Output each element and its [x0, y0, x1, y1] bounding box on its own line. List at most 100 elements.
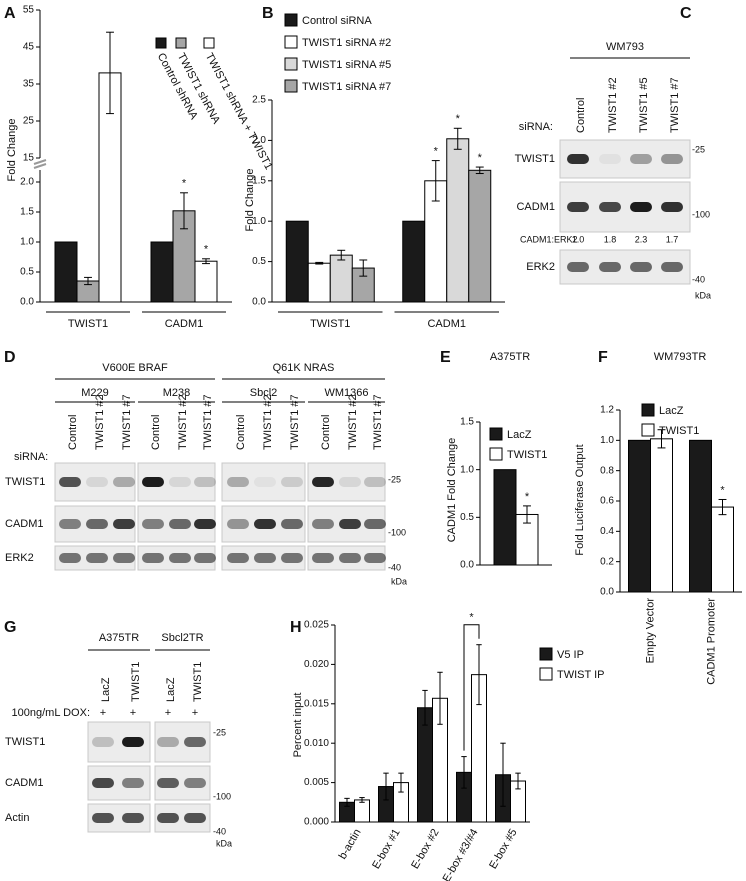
- size-marker: -100: [692, 209, 710, 219]
- y-axis-label: Fold Change: [244, 169, 256, 232]
- axis-break: [33, 159, 47, 165]
- row-label: Actin: [5, 812, 29, 824]
- y-tick-label: 0.5: [20, 267, 34, 278]
- blot-band: [194, 553, 216, 563]
- blot-band: [567, 202, 589, 212]
- row-label: CADM1: [516, 201, 555, 213]
- y-tick-label: 0.5: [460, 512, 474, 523]
- blot-title: WM793: [606, 41, 644, 53]
- significance: *: [456, 113, 461, 125]
- blot-band: [184, 737, 206, 747]
- blot-band: [113, 519, 135, 529]
- blot-membrane: [154, 721, 211, 763]
- y-tick-label: 0.0: [460, 560, 474, 571]
- x-tick-label: TWIST1: [310, 318, 350, 330]
- blot-band: [113, 553, 135, 563]
- blot-band: [122, 737, 144, 747]
- size-marker: -25: [692, 144, 705, 154]
- y-tick-label: 0.2: [600, 556, 614, 567]
- size-marker: -25: [388, 474, 401, 484]
- x-tick-label: E-box #2: [409, 827, 441, 871]
- size-marker: -100: [213, 791, 231, 801]
- blot-band: [661, 154, 683, 164]
- blot-band: [227, 553, 249, 563]
- lane-label: TWIST1 #7: [289, 394, 301, 450]
- legend-label: TWIST1: [507, 449, 547, 461]
- lane-row-label: siRNA:: [14, 451, 48, 463]
- blot-band: [339, 519, 361, 529]
- y-axis-label: CADM1 Fold Change: [446, 438, 458, 543]
- ratio-label: CADM1:ERK2: [520, 234, 578, 244]
- blot-band: [59, 553, 81, 563]
- size-marker: -40: [388, 562, 401, 572]
- lane-label: TWIST1 #2: [94, 394, 106, 450]
- blot-band: [169, 477, 191, 487]
- legend-swatch: [539, 667, 553, 681]
- lane-label: Control: [67, 415, 79, 450]
- y-tick-label: 0.4: [600, 526, 614, 537]
- y-tick-label: 45: [23, 42, 35, 53]
- x-tick-label: b-actin: [337, 827, 364, 862]
- blot-band: [312, 553, 334, 563]
- blot-band: [157, 813, 179, 823]
- lane-label: TWIST1 #7: [372, 394, 384, 450]
- blot-band: [312, 519, 334, 529]
- cell-line-label: M229: [81, 387, 109, 399]
- blot-band: [157, 737, 179, 747]
- lane-row-label: siRNA:: [519, 121, 553, 133]
- legend-swatch: [284, 57, 298, 71]
- group-label: Q61K NRAS: [273, 362, 335, 374]
- y-tick-label: 1.0: [252, 216, 266, 227]
- y-tick-label: 1.0: [20, 237, 34, 248]
- bar: [650, 438, 673, 593]
- cell-line-label: Sbcl2TR: [161, 632, 203, 644]
- lane-label: TWIST1 #7: [121, 394, 133, 450]
- ratio-value: 2.3: [635, 234, 648, 244]
- y-tick-label: 0.0: [20, 297, 34, 308]
- y-tick-label: 1.5: [460, 417, 474, 428]
- significance: *: [525, 491, 530, 503]
- significance: *: [182, 178, 187, 190]
- lane-label: TWIST1 #2: [607, 77, 619, 133]
- size-unit: kDa: [216, 838, 232, 848]
- lane-label: Control: [320, 415, 332, 450]
- legend-swatch: [284, 35, 298, 49]
- size-unit: kDa: [695, 290, 711, 300]
- blot-band: [227, 519, 249, 529]
- x-tick-label: Empty Vector: [644, 598, 656, 664]
- y-tick-label: 2.0: [20, 177, 34, 188]
- blot-band: [227, 477, 249, 487]
- panel-label: G: [4, 619, 16, 636]
- y-axis-label: Fold Change: [6, 119, 18, 182]
- y-tick-label: 0.020: [304, 659, 329, 670]
- bar: [194, 260, 218, 303]
- bar: [285, 220, 309, 303]
- panel-label: C: [680, 5, 692, 22]
- row-label: ERK2: [5, 552, 34, 564]
- blot-band: [281, 519, 303, 529]
- significance: *: [720, 484, 725, 496]
- ratio-value: 1.0: [572, 234, 585, 244]
- y-tick-label: 1.5: [20, 207, 34, 218]
- legend-label: TWIST1: [659, 425, 699, 437]
- significance-bracket: [463, 624, 480, 751]
- y-tick-label: 0.000: [304, 817, 329, 828]
- blot-band: [59, 519, 81, 529]
- y-tick-label: 0.0: [252, 297, 266, 308]
- bar: [329, 254, 353, 303]
- blot-band: [184, 813, 206, 823]
- blot-band: [113, 477, 135, 487]
- cell-line-label: M238: [163, 387, 191, 399]
- blot-band: [599, 154, 621, 164]
- bar: [446, 138, 470, 303]
- blot-band: [281, 553, 303, 563]
- blot-band: [281, 477, 303, 487]
- size-unit: kDa: [391, 576, 407, 586]
- significance: *: [469, 612, 474, 624]
- y-tick-label: 0.005: [304, 777, 329, 788]
- blot-band: [630, 262, 652, 272]
- legend-swatch: [155, 37, 167, 49]
- panel-label: A: [4, 5, 16, 22]
- blot-band: [86, 519, 108, 529]
- y-tick-label: 15: [23, 153, 35, 164]
